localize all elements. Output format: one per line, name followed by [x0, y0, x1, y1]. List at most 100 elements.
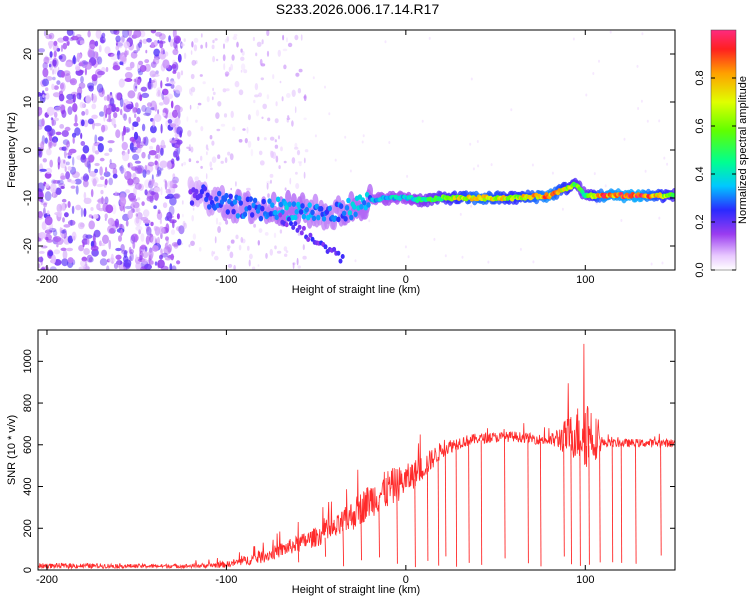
noise-blob: [99, 111, 105, 117]
spectrogram-y-label: Frequency (Hz): [6, 112, 18, 188]
noise-blob: [136, 107, 141, 115]
noise-blob: [49, 266, 57, 270]
noise-blob: [229, 153, 234, 161]
noise-blob: [125, 103, 134, 110]
noise-blob: [217, 101, 222, 107]
ridge-core: [310, 209, 315, 216]
noise-blob: [211, 44, 215, 50]
noise-blob: [592, 72, 595, 75]
noise-blob: [78, 62, 84, 67]
noise-blob: [637, 107, 640, 110]
noise-blob: [598, 59, 600, 63]
noise-blob: [86, 160, 92, 169]
noise-blob: [206, 96, 210, 103]
noise-blob: [461, 255, 464, 259]
noise-blob: [174, 104, 181, 112]
noise-blob: [165, 236, 169, 241]
ridge-core: [294, 209, 299, 215]
snr-dropout: [455, 446, 458, 567]
noise-blob: [60, 175, 66, 180]
noise-blob: [269, 136, 275, 141]
noise-blob: [312, 76, 315, 80]
noise-blob: [251, 266, 256, 270]
noise-blob: [274, 139, 277, 143]
ridge-core: [316, 214, 321, 221]
noise-blob: [49, 51, 53, 58]
noise-blob: [75, 204, 82, 211]
noise-blob: [132, 146, 138, 151]
noise-blob: [38, 263, 41, 269]
snr-dropout: [579, 444, 581, 566]
noise-blob: [111, 204, 117, 215]
noise-blob: [108, 239, 111, 250]
noise-blob: [146, 226, 152, 236]
noise-blob: [157, 39, 160, 44]
ridge-core: [270, 202, 275, 208]
noise-blob: [98, 44, 102, 53]
noise-blob: [38, 146, 42, 156]
ridge-branch: [278, 212, 283, 218]
noise-blob: [130, 51, 138, 59]
noise-blob: [84, 174, 90, 181]
noise-blob: [159, 40, 164, 49]
noise-blob: [147, 153, 151, 160]
noise-blob: [86, 254, 93, 263]
noise-blob: [259, 160, 265, 166]
ridge-core: [278, 201, 284, 208]
snr-y-tick-label: 1000: [22, 349, 34, 373]
noise-blob: [38, 106, 43, 116]
noise-blob: [152, 73, 160, 77]
snr-dropout: [426, 468, 429, 561]
noise-blob: [176, 106, 183, 113]
snr-dropout: [468, 442, 470, 563]
chart-title: S233.2026.006.17.14.R17: [275, 1, 440, 17]
noise-blob: [294, 146, 299, 150]
noise-blob: [62, 35, 69, 42]
noise-blob: [172, 150, 178, 158]
noise-blob: [158, 226, 165, 235]
ridge-core: [366, 202, 371, 208]
noise-blob: [384, 40, 387, 44]
ridge-core: [225, 209, 230, 215]
noise-blob: [94, 168, 98, 173]
noise-blob: [258, 150, 263, 156]
noise-blob: [107, 52, 115, 57]
noise-blob: [212, 39, 215, 44]
noise-blob: [148, 179, 152, 186]
noise-blob: [64, 212, 69, 218]
noise-blob: [97, 136, 104, 142]
noise-blob: [58, 104, 66, 111]
noise-blob: [225, 219, 229, 225]
noise-blob: [97, 197, 106, 205]
noise-blob: [46, 106, 55, 116]
noise-blob: [169, 80, 176, 85]
noise-blob: [75, 185, 79, 195]
noise-blob: [127, 210, 133, 220]
noise-blob: [129, 249, 134, 254]
noise-blob: [200, 165, 203, 169]
noise-blob: [238, 139, 243, 143]
noise-blob: [146, 102, 153, 107]
noise-blob: [205, 144, 209, 151]
noise-blob: [48, 32, 55, 40]
noise-blob: [173, 243, 179, 249]
noise-blob: [444, 254, 447, 258]
noise-blob: [151, 137, 157, 143]
ridge-core: [248, 196, 253, 202]
noise-blob: [141, 104, 147, 113]
noise-blob: [121, 56, 127, 63]
noise-blob: [152, 118, 156, 128]
noise-blob: [604, 184, 607, 188]
snr-dropout: [437, 456, 440, 566]
ridge-core: [304, 206, 309, 213]
noise-blob: [148, 150, 157, 156]
noise-blob: [244, 138, 248, 144]
noise-blob: [57, 179, 64, 185]
noise-blob: [115, 35, 121, 43]
noise-blob: [266, 94, 270, 100]
noise-blob: [111, 117, 116, 127]
noise-blob: [61, 198, 67, 203]
noise-blob: [39, 250, 45, 254]
noise-blob: [302, 255, 307, 260]
noise-blob: [183, 222, 187, 229]
